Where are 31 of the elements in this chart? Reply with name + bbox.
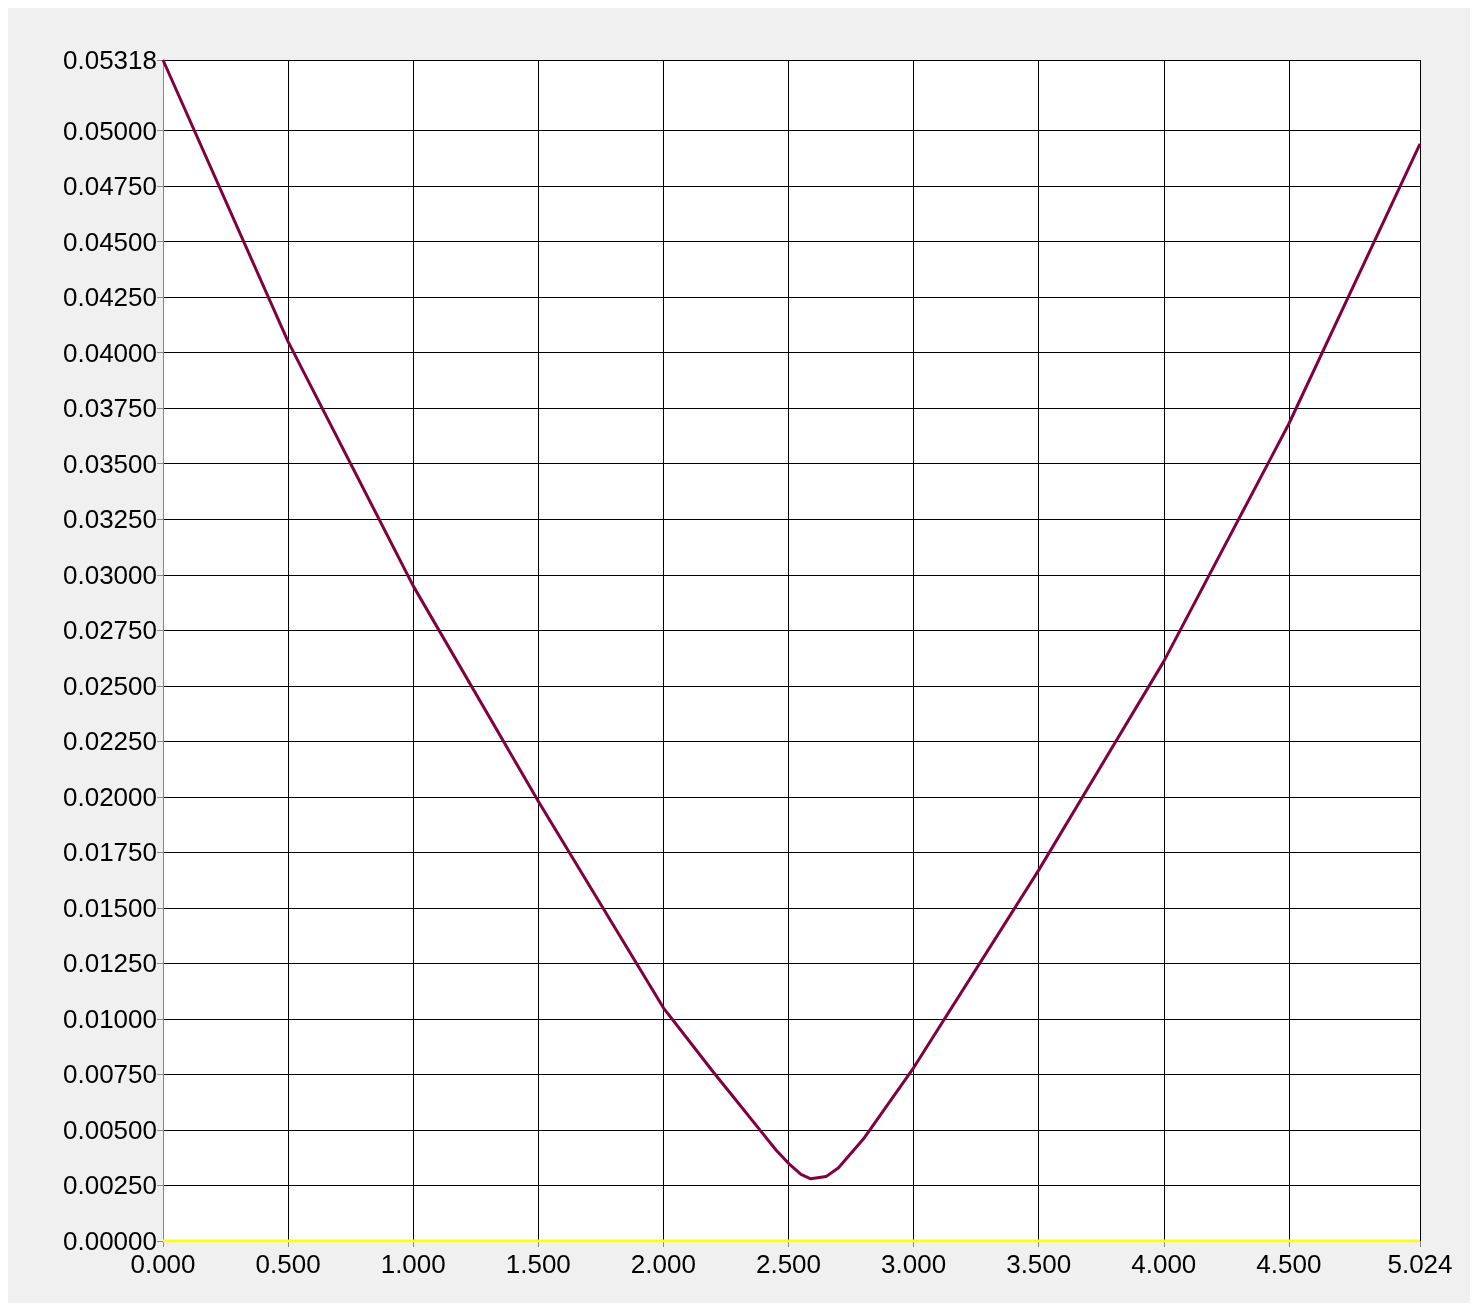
x-tick-label: 1.500 xyxy=(505,1249,571,1279)
x-tick-label: 0.500 xyxy=(255,1249,321,1279)
y-tick-label: 0.03000 xyxy=(63,559,157,590)
y-tick-label: 0.05000 xyxy=(63,115,157,146)
y-tick-label: 0.01750 xyxy=(63,837,157,868)
y-tick-label: 0.02750 xyxy=(63,615,157,646)
y-tick-label: 0.00750 xyxy=(63,1059,157,1090)
x-tick-label: 3.500 xyxy=(1006,1249,1072,1279)
y-tick-label: 0.04000 xyxy=(63,337,157,368)
y-tick-label: 0.04250 xyxy=(63,282,157,313)
x-tick-label: 4.500 xyxy=(1256,1249,1322,1279)
y-tick-label: 0.04500 xyxy=(63,226,157,257)
y-tick-label: 0.01250 xyxy=(63,948,157,979)
y-tick-label: 0.03250 xyxy=(63,504,157,535)
x-tick-label: 5.024 xyxy=(1387,1249,1453,1279)
y-tick-label: 0.05318 xyxy=(63,45,157,75)
y-tick-label: 0.01000 xyxy=(63,1003,157,1034)
y-tick-label: 0.03750 xyxy=(63,393,157,424)
y-tick-label: 0.03500 xyxy=(63,448,157,479)
y-tick-label: 0.02250 xyxy=(63,726,157,757)
y-tick-label: 0.00250 xyxy=(63,1170,157,1201)
x-tick-label: 4.000 xyxy=(1131,1249,1197,1279)
x-tick-label: 2.500 xyxy=(755,1249,822,1279)
y-tick-label: 0.00500 xyxy=(63,1114,157,1145)
y-tick-label: 0.01500 xyxy=(63,892,157,923)
x-tick-label: 1.000 xyxy=(380,1249,446,1279)
y-tick-label: 0.02000 xyxy=(63,781,157,812)
x-tick-label: 3.000 xyxy=(881,1249,947,1279)
y-tick-label: 0.04750 xyxy=(63,171,157,202)
x-tick-label: 2.000 xyxy=(630,1249,696,1279)
y-tick-label: 0.02500 xyxy=(63,670,157,701)
